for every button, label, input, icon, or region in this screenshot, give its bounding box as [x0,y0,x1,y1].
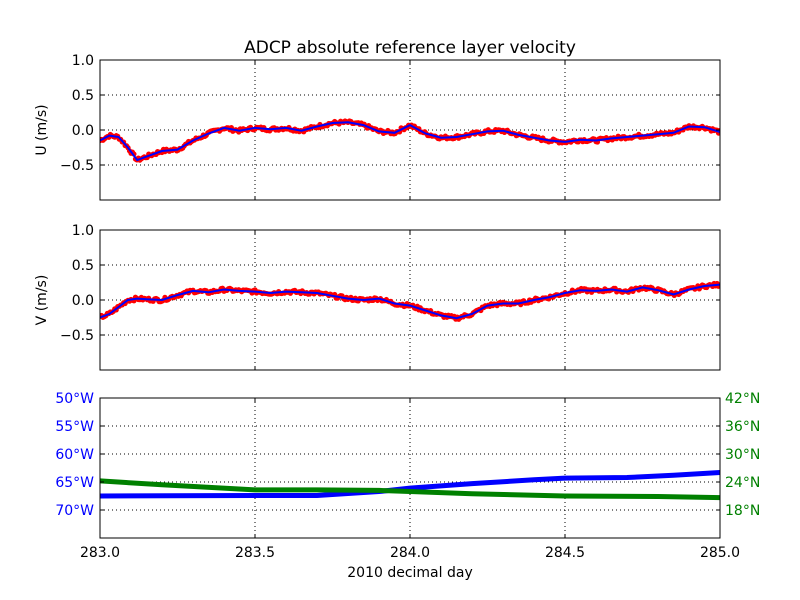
y-tick-label: −0.5 [60,158,94,174]
y-tick-label-latitude: 18°N [725,503,760,519]
y-tick-label-latitude: 36°N [725,419,760,435]
y-tick-label-longitude: 65°W [55,475,94,491]
series-line-smoothed [100,121,720,162]
y-tick-label: 0.5 [72,88,94,104]
plot-area [100,280,720,322]
panel-ship-position: 50°W 55°W 60°W 65°W 70°W 42°N 36°N 30°N 24°N 18°N… [55,391,760,561]
y-tick-label: 1.0 [72,53,94,69]
series-line-longitude [100,469,720,499]
panel-v-velocity: 1.0 0.5 0.0 −0.5 V (m/s) [34,223,721,371]
y-tick-label-longitude: 60°W [55,447,94,463]
y-axis-title: V (m/s) [34,275,50,326]
y-tick-label: 0.0 [72,293,94,309]
grid [99,229,721,370]
plot-area [100,469,720,501]
x-tick-label: 284.0 [390,545,430,561]
y-tick-label-longitude: 55°W [55,419,94,435]
x-tick-label: 285.0 [700,545,740,561]
y-tick-label-latitude: 30°N [725,447,760,463]
y-tick-label: 0.0 [72,123,94,139]
plot-area [100,118,720,163]
y-axis-title: U (m/s) [34,104,50,155]
series-line-latitude [100,478,720,501]
y-tick-label-longitude: 50°W [55,391,94,407]
y-tick-label: 1.0 [72,223,94,239]
chart-title: ADCP absolute reference layer velocity [244,38,576,58]
y-tick-label: 0.5 [72,258,94,274]
y-tick-label-latitude: 42°N [725,391,760,407]
grid [99,59,721,200]
x-tick-label: 284.5 [545,545,585,561]
x-tick-label: 283.5 [235,545,275,561]
y-tick-label-latitude: 24°N [725,475,760,491]
x-tick-label: 283.0 [80,545,120,561]
x-axis-title: 2010 decimal day [347,565,472,581]
grid [99,397,721,538]
y-tick-label-longitude: 70°W [55,503,94,519]
series-line-smoothed [100,283,720,320]
panel-u-velocity: 1.0 0.5 0.0 −0.5 U (m/s) [34,53,721,201]
y-tick-label: −0.5 [60,328,94,344]
